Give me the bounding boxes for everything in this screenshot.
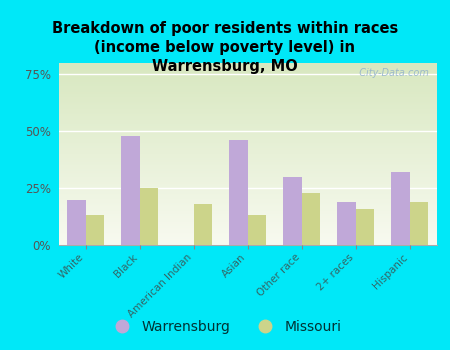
Bar [391, 172, 410, 245]
Bar [337, 202, 356, 245]
Bar [229, 140, 248, 245]
Legend: Warrensburg, Missouri: Warrensburg, Missouri [103, 314, 347, 340]
Bar [302, 193, 320, 245]
Bar [67, 199, 86, 245]
Bar [121, 136, 140, 245]
Bar [248, 216, 266, 245]
Bar [140, 188, 158, 245]
Text: Breakdown of poor residents within races
(income below poverty level) in
Warrens: Breakdown of poor residents within races… [52, 21, 398, 75]
Text: City-Data.com: City-Data.com [353, 69, 429, 78]
Bar [194, 204, 212, 245]
Bar [356, 209, 374, 245]
Bar [283, 177, 302, 245]
Bar [410, 202, 428, 245]
Bar [86, 216, 104, 245]
